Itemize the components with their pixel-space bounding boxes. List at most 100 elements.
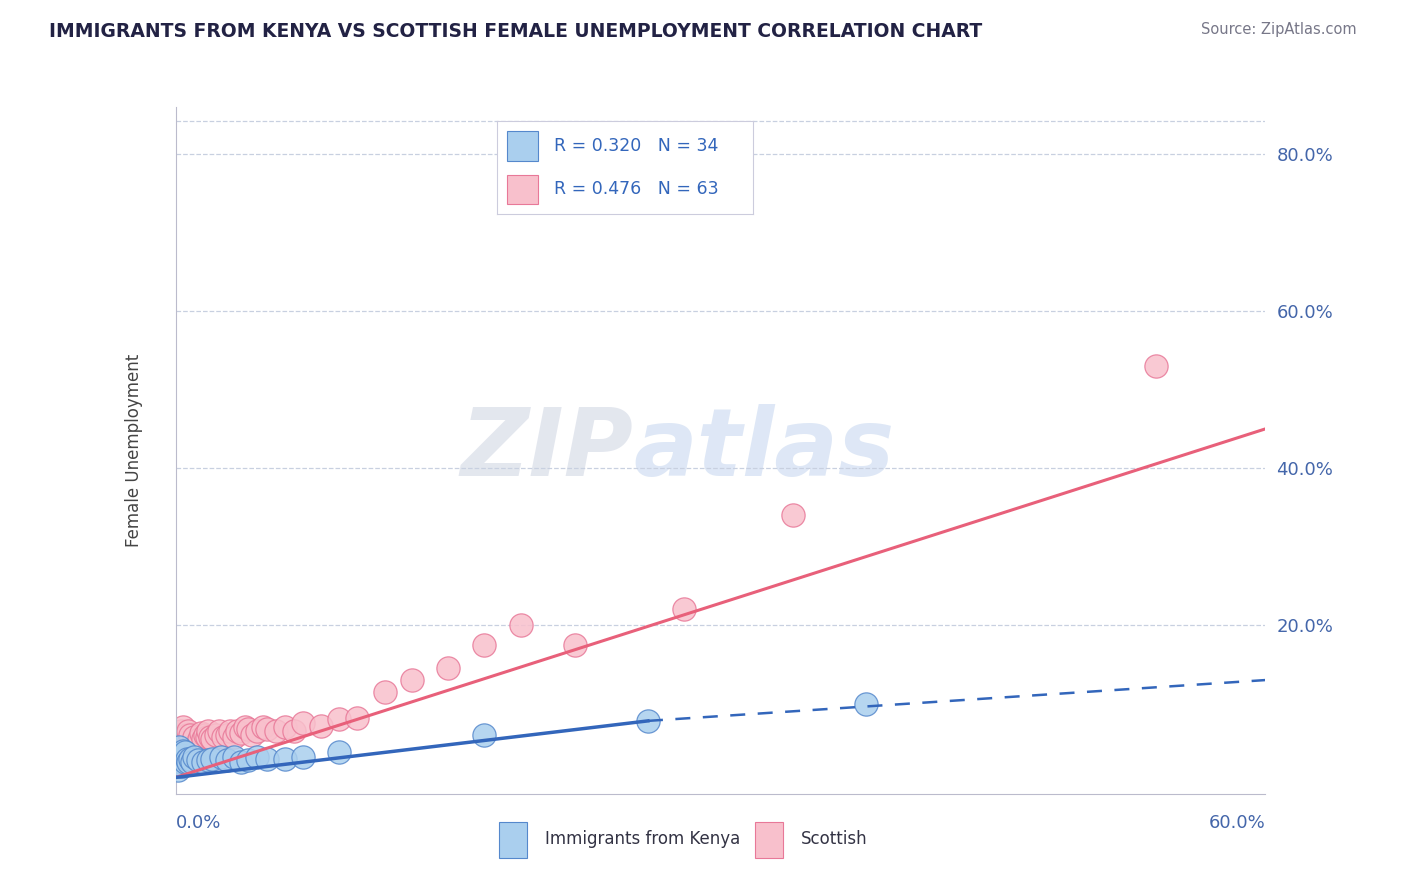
Point bbox=[200, 730, 222, 744]
Point bbox=[291, 750, 314, 764]
Point bbox=[231, 726, 253, 740]
Point bbox=[328, 712, 350, 726]
Point bbox=[328, 745, 350, 759]
Point bbox=[191, 731, 214, 746]
Point bbox=[166, 747, 188, 762]
Text: Female Unemployment: Female Unemployment bbox=[125, 354, 143, 547]
Point bbox=[169, 759, 191, 773]
Point bbox=[186, 738, 209, 752]
Point bbox=[474, 638, 496, 652]
Point bbox=[177, 756, 200, 770]
Point bbox=[184, 742, 207, 756]
Point bbox=[346, 711, 368, 725]
Point bbox=[166, 747, 188, 762]
Point bbox=[291, 716, 314, 731]
Point bbox=[176, 751, 198, 765]
Point bbox=[246, 750, 269, 764]
Point bbox=[309, 718, 332, 732]
Point bbox=[173, 747, 195, 762]
Point bbox=[173, 756, 195, 770]
Text: IMMIGRANTS FROM KENYA VS SCOTTISH FEMALE UNEMPLOYMENT CORRELATION CHART: IMMIGRANTS FROM KENYA VS SCOTTISH FEMALE… bbox=[49, 22, 983, 41]
Point bbox=[564, 638, 586, 652]
Point bbox=[170, 744, 193, 758]
Point bbox=[246, 724, 269, 739]
Point bbox=[231, 756, 253, 770]
Point bbox=[173, 745, 195, 759]
Point bbox=[177, 744, 200, 758]
Point bbox=[401, 673, 423, 687]
Point bbox=[782, 508, 804, 523]
Point bbox=[215, 753, 238, 767]
Point bbox=[474, 728, 496, 742]
Point bbox=[169, 731, 191, 746]
Point bbox=[274, 751, 297, 765]
Point bbox=[169, 751, 191, 765]
Point bbox=[264, 724, 287, 739]
Point bbox=[172, 720, 194, 734]
Point bbox=[166, 756, 188, 770]
Text: Source: ZipAtlas.com: Source: ZipAtlas.com bbox=[1201, 22, 1357, 37]
Point bbox=[226, 724, 249, 739]
Point bbox=[252, 720, 274, 734]
Text: ZIP: ZIP bbox=[461, 404, 633, 497]
Point bbox=[256, 722, 278, 736]
Point bbox=[166, 739, 188, 754]
Point bbox=[212, 730, 235, 744]
Point bbox=[181, 739, 204, 754]
Point bbox=[183, 730, 205, 744]
Point bbox=[283, 724, 305, 739]
Point bbox=[179, 728, 201, 742]
Point bbox=[256, 751, 278, 765]
Point bbox=[169, 759, 191, 773]
Point bbox=[509, 618, 531, 632]
Point bbox=[190, 726, 212, 740]
Point bbox=[172, 751, 194, 765]
Point bbox=[179, 751, 201, 765]
Point bbox=[1146, 359, 1168, 373]
Point bbox=[222, 750, 245, 764]
Point bbox=[201, 731, 224, 746]
Point bbox=[169, 739, 191, 754]
Text: 60.0%: 60.0% bbox=[1209, 814, 1265, 831]
Point bbox=[188, 731, 211, 746]
Point bbox=[183, 750, 205, 764]
Point bbox=[166, 764, 188, 778]
Point bbox=[437, 661, 460, 675]
Point bbox=[855, 697, 877, 711]
Text: atlas: atlas bbox=[633, 404, 894, 497]
Text: 0.0%: 0.0% bbox=[176, 814, 221, 831]
Point bbox=[191, 756, 214, 770]
Point bbox=[170, 756, 193, 770]
Point bbox=[637, 714, 659, 728]
Point bbox=[179, 747, 201, 762]
Point bbox=[173, 731, 195, 746]
Point bbox=[170, 747, 193, 762]
Point bbox=[238, 753, 260, 767]
Point bbox=[176, 751, 198, 765]
Point bbox=[222, 730, 245, 744]
Point bbox=[197, 753, 219, 767]
Point bbox=[172, 736, 194, 750]
Point bbox=[194, 728, 217, 742]
Point bbox=[170, 724, 193, 739]
Point bbox=[176, 728, 198, 742]
Point bbox=[172, 744, 194, 758]
Point bbox=[166, 756, 188, 770]
Point bbox=[208, 724, 231, 739]
Point bbox=[204, 728, 226, 742]
Point bbox=[197, 724, 219, 739]
Point bbox=[374, 685, 396, 699]
Point bbox=[240, 728, 263, 742]
Point bbox=[673, 602, 696, 616]
Point bbox=[181, 756, 204, 770]
Point bbox=[186, 753, 209, 767]
Point bbox=[170, 756, 193, 770]
Point bbox=[238, 722, 260, 736]
Point bbox=[172, 759, 194, 773]
Point bbox=[195, 730, 218, 744]
Point bbox=[183, 745, 205, 759]
Point bbox=[274, 720, 297, 734]
Point bbox=[177, 724, 200, 739]
Point bbox=[233, 720, 256, 734]
Point bbox=[215, 728, 238, 742]
